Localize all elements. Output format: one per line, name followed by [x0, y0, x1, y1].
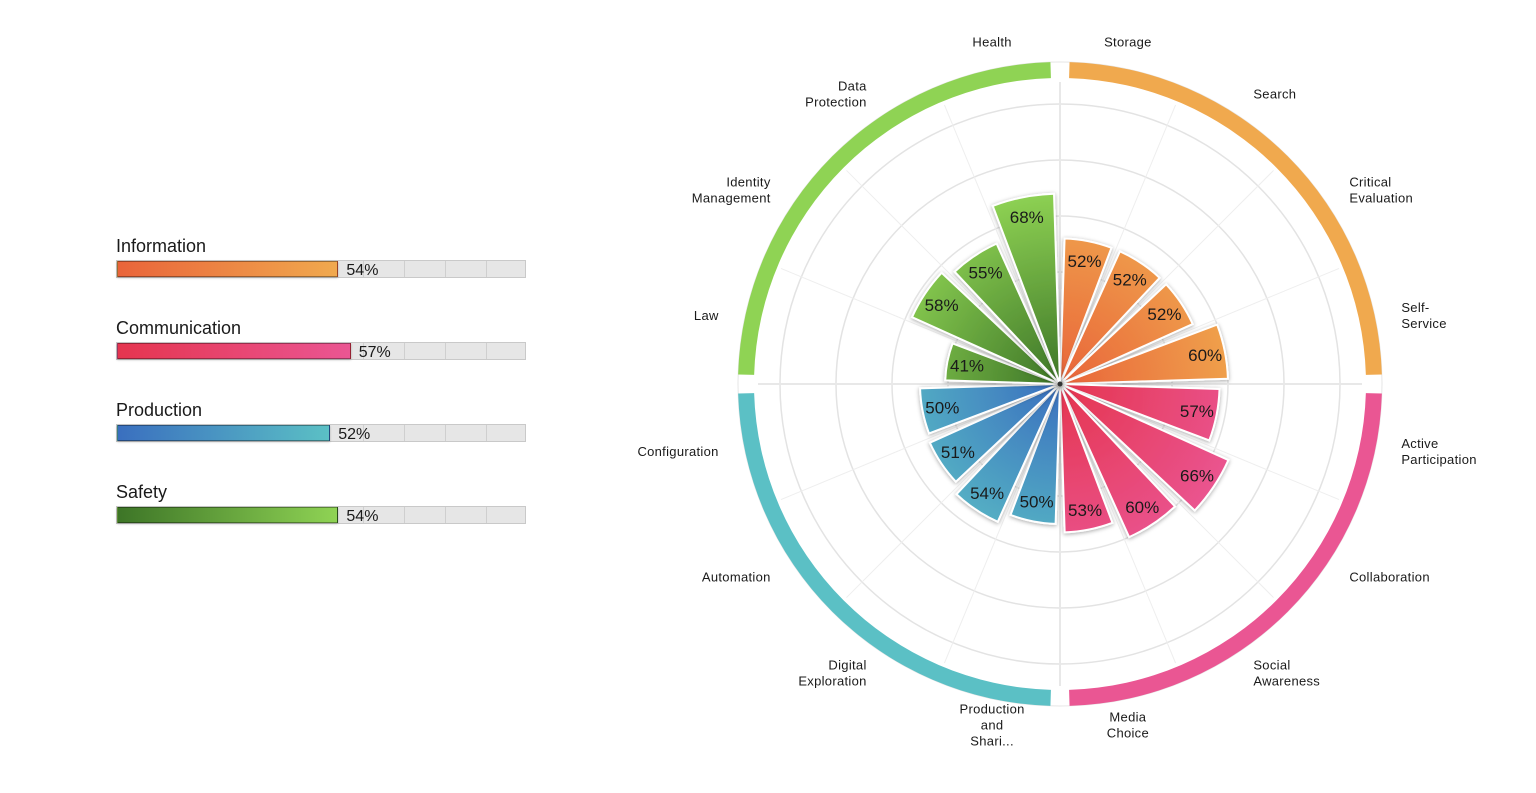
bar-value-label: 52%	[1067, 252, 1101, 271]
category-label: Configuration	[637, 444, 718, 459]
bar-value-label: 60%	[1188, 346, 1222, 365]
bar-value-label: 55%	[969, 264, 1003, 283]
grid-spoke	[1059, 104, 1177, 385]
legend-bar-fill	[117, 507, 339, 523]
category-label: Digital Exploration	[798, 657, 866, 688]
polar-bar	[919, 383, 1061, 435]
legend-label: Information	[116, 236, 207, 256]
bar-value-label: 41%	[950, 357, 984, 376]
bar-value-label: 50%	[1020, 493, 1054, 512]
polar-bar	[944, 342, 1061, 385]
legend-bar-fill	[117, 343, 351, 359]
group-arc	[738, 393, 1051, 706]
legend-item: Information 54%	[116, 232, 528, 314]
grid-spoke	[846, 170, 1061, 385]
outer-ring-outline	[737, 61, 1383, 707]
grid-spoke	[846, 383, 1061, 598]
polar-bar	[953, 242, 1061, 385]
legend-label: Safety	[116, 482, 168, 502]
grid-spoke	[1059, 267, 1340, 385]
category-label: Production and Shari...	[960, 701, 1025, 748]
category-label: Social Awareness	[1253, 657, 1320, 688]
legend-bar-track: 54%	[116, 260, 526, 279]
legend-label: Production	[116, 400, 203, 420]
bar-value-label: 66%	[1180, 467, 1214, 486]
legend-value: 57%	[358, 344, 391, 361]
bar-value-label: 57%	[1180, 402, 1214, 421]
legend-item: Safety 54%	[116, 478, 528, 560]
category-label: Collaboration	[1349, 569, 1430, 584]
legend: Information 54% Communication 57% Production…	[116, 232, 528, 560]
grid-spoke	[780, 267, 1061, 385]
category-label: Media Choice	[1107, 709, 1149, 740]
polar-bar	[991, 192, 1061, 385]
center-point	[1057, 381, 1063, 387]
legend-bar-fill	[117, 425, 331, 441]
legend-bar-fill	[117, 261, 339, 277]
grid-spoke	[943, 383, 1061, 664]
grid-spoke	[1059, 383, 1274, 598]
legend-bar-track: 52%	[116, 424, 526, 443]
bar-value-label: 53%	[1068, 501, 1102, 520]
polar-bar	[1059, 383, 1230, 512]
legend-value: 54%	[346, 508, 379, 525]
polar-bar	[1059, 237, 1113, 385]
category-label: Law	[694, 308, 719, 323]
polar-bar	[955, 383, 1061, 524]
legend-item: Production 52%	[116, 396, 528, 478]
polar-bar-chart: 52% Storage 52% Search 52% Critical Evaluation…	[637, 35, 1476, 749]
grid-spoke	[780, 383, 1061, 501]
polar-bar	[1059, 282, 1195, 385]
legend-label: Communication	[116, 318, 242, 338]
polar-bar	[910, 271, 1061, 385]
category-label: Active Participation	[1401, 436, 1476, 467]
category-label: Identity Management	[692, 175, 771, 206]
grid-spoke	[1059, 170, 1274, 385]
legend-bar-track: 57%	[116, 342, 526, 361]
bar-value-label: 50%	[925, 398, 959, 417]
polar-bar	[1059, 383, 1177, 539]
polar-bar	[1059, 383, 1114, 534]
category-label: Self-Service	[1401, 300, 1446, 331]
grid-spoke	[1059, 383, 1340, 501]
grid-spoke	[1059, 383, 1177, 664]
legend-bar-track: 54%	[116, 506, 526, 525]
legend-value: 52%	[338, 426, 371, 443]
bar-value-label: 60%	[1125, 498, 1159, 517]
polar-bar	[1059, 383, 1221, 442]
category-label: Data Protection	[805, 79, 867, 110]
grid-spoke	[943, 104, 1061, 385]
category-label: Automation	[702, 569, 771, 584]
bar-value-label: 58%	[925, 296, 959, 315]
category-label: Critical Evaluation	[1349, 175, 1413, 206]
bar-value-label: 52%	[1113, 271, 1147, 290]
bar-value-label: 54%	[970, 484, 1004, 503]
group-arc	[738, 62, 1051, 375]
bar-value-label: 51%	[941, 443, 975, 462]
category-label: Health	[972, 35, 1011, 50]
group-arc	[1069, 393, 1382, 706]
polar-bar	[1059, 323, 1229, 385]
legend-value: 54%	[346, 262, 379, 279]
legend-item: Communication 57%	[116, 314, 528, 396]
category-label: Search	[1253, 87, 1296, 102]
group-arc	[1069, 62, 1382, 375]
polar-bar	[1059, 249, 1162, 385]
bar-value-label: 52%	[1147, 305, 1181, 324]
polar-bar	[1009, 383, 1061, 525]
polar-bar	[928, 383, 1061, 484]
category-label: Storage	[1104, 35, 1152, 50]
bar-value-label: 68%	[1010, 208, 1044, 227]
